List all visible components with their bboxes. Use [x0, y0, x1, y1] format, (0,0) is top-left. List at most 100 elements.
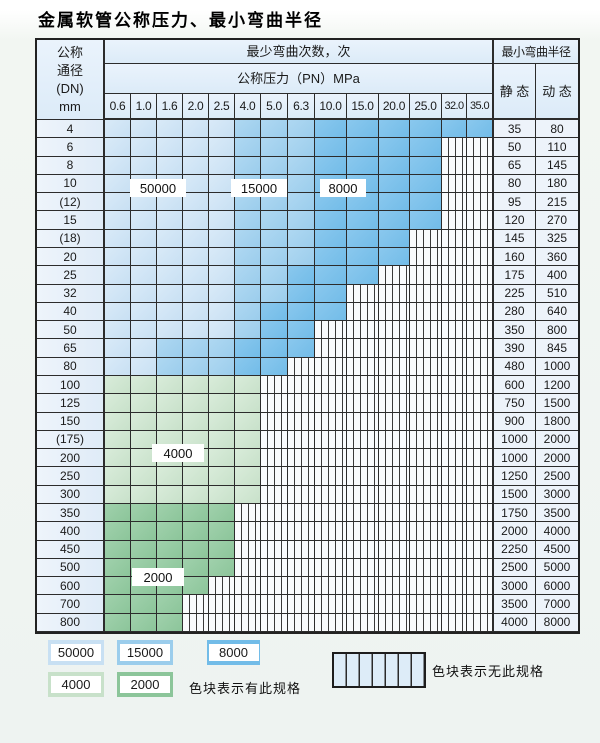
spec-cell: [209, 540, 235, 559]
spec-cell: [157, 357, 183, 376]
legend-value-8000: 8000: [208, 644, 259, 661]
spec-cell: [288, 577, 315, 596]
spec-cell: [288, 302, 315, 322]
legend-swatch-15000: 15000: [117, 640, 173, 665]
dn-cell: (18): [37, 229, 105, 248]
spec-cell: [157, 193, 183, 212]
spec-cell: [131, 504, 157, 523]
spec-cell: [442, 248, 467, 267]
spec-cell: [347, 467, 379, 486]
spec-cell: [157, 339, 183, 358]
spec-cell: [131, 211, 157, 230]
spec-cell: [315, 321, 347, 340]
spec-cell: [379, 522, 410, 541]
legend-value-15000: 15000: [120, 644, 170, 661]
dynamic-cell: 110: [536, 138, 578, 157]
spec-cell: [410, 138, 442, 157]
pressure-col-header: 1.6: [157, 94, 183, 120]
spec-cell: [315, 430, 347, 450]
spec-cell: [131, 357, 157, 376]
spec-cell: [442, 174, 467, 194]
spec-cell: [410, 504, 442, 523]
spec-cell: [183, 467, 209, 486]
spec-cell: [467, 321, 494, 340]
static-cell: 2500: [494, 558, 536, 578]
dynamic-cell: 3000: [536, 485, 578, 504]
spec-cell: [467, 449, 494, 468]
spec-cell: [315, 229, 347, 248]
spec-cell: [442, 156, 467, 175]
spec-cell: [209, 339, 235, 358]
spec-cell: [131, 485, 157, 504]
dynamic-cell: 215: [536, 193, 578, 212]
spec-cell: [183, 248, 209, 267]
static-cell: 1000: [494, 430, 536, 450]
pressure-col-header: 6.3: [288, 94, 315, 120]
dn-cell: 6: [37, 138, 105, 157]
spec-cell: [235, 339, 261, 358]
spec-cell: [442, 412, 467, 431]
dynamic-cell: 80: [536, 120, 578, 139]
spec-cell: [131, 595, 157, 614]
spec-cell: [105, 321, 131, 340]
spec-cell: [410, 558, 442, 578]
dn-column-header: 公称 通径 (DN) mm: [37, 40, 105, 120]
spec-cell: [347, 266, 379, 285]
dn-cell: 4: [37, 120, 105, 139]
pressure-col-header: 0.6: [105, 94, 131, 120]
pressure-col-header: 25.0: [410, 94, 442, 120]
spec-cell: [157, 229, 183, 248]
dynamic-cell: 640: [536, 302, 578, 322]
spec-cell: [105, 376, 131, 395]
static-cell: 145: [494, 229, 536, 248]
spec-cell: [105, 430, 131, 450]
spec-cell: [288, 412, 315, 431]
spec-cell: [315, 376, 347, 395]
spec-cell: [315, 248, 347, 267]
dynamic-cell: 270: [536, 211, 578, 230]
spec-cell: [347, 357, 379, 376]
spec-cell: [467, 211, 494, 230]
spec-cell: [261, 376, 288, 395]
static-cell: 225: [494, 284, 536, 303]
spec-cell: [183, 357, 209, 376]
dn-cell: 250: [37, 467, 105, 486]
legend-swatch-50000: 50000: [48, 640, 104, 665]
pressure-col-header: 35.0: [467, 94, 494, 120]
dn-cell: 50: [37, 321, 105, 340]
spec-cell: [209, 449, 235, 468]
spec-cell: [379, 229, 410, 248]
spec-cell: [157, 120, 183, 139]
legend-value-4000: 4000: [51, 676, 101, 693]
spec-cell: [209, 412, 235, 431]
spec-cell: [235, 577, 261, 596]
spec-cell: [209, 357, 235, 376]
spec-cell: [288, 284, 315, 303]
spec-cell: [315, 266, 347, 285]
spec-cell: [235, 357, 261, 376]
spec-cell: [315, 211, 347, 230]
spec-cell: [347, 120, 379, 139]
spec-cell: [467, 156, 494, 175]
static-cell: 2250: [494, 540, 536, 559]
dn-cell: 20: [37, 248, 105, 267]
spec-cell: [467, 412, 494, 431]
spec-cell: [347, 430, 379, 450]
spec-cell: [131, 321, 157, 340]
dynamic-cell: 2000: [536, 430, 578, 450]
spec-cell: [183, 120, 209, 139]
spec-cell: [467, 430, 494, 450]
spec-cell: [235, 321, 261, 340]
spec-cell: [315, 613, 347, 632]
spec-cell: [442, 321, 467, 340]
spec-cell: [315, 412, 347, 431]
spec-cell: [261, 284, 288, 303]
dynamic-cell: 4500: [536, 540, 578, 559]
spec-cell: [442, 613, 467, 632]
spec-cell: [442, 577, 467, 596]
spec-cell: [347, 321, 379, 340]
dn-cell: 300: [37, 485, 105, 504]
spec-cell: [209, 156, 235, 175]
spec-cell: [235, 522, 261, 541]
spec-cell: [131, 284, 157, 303]
